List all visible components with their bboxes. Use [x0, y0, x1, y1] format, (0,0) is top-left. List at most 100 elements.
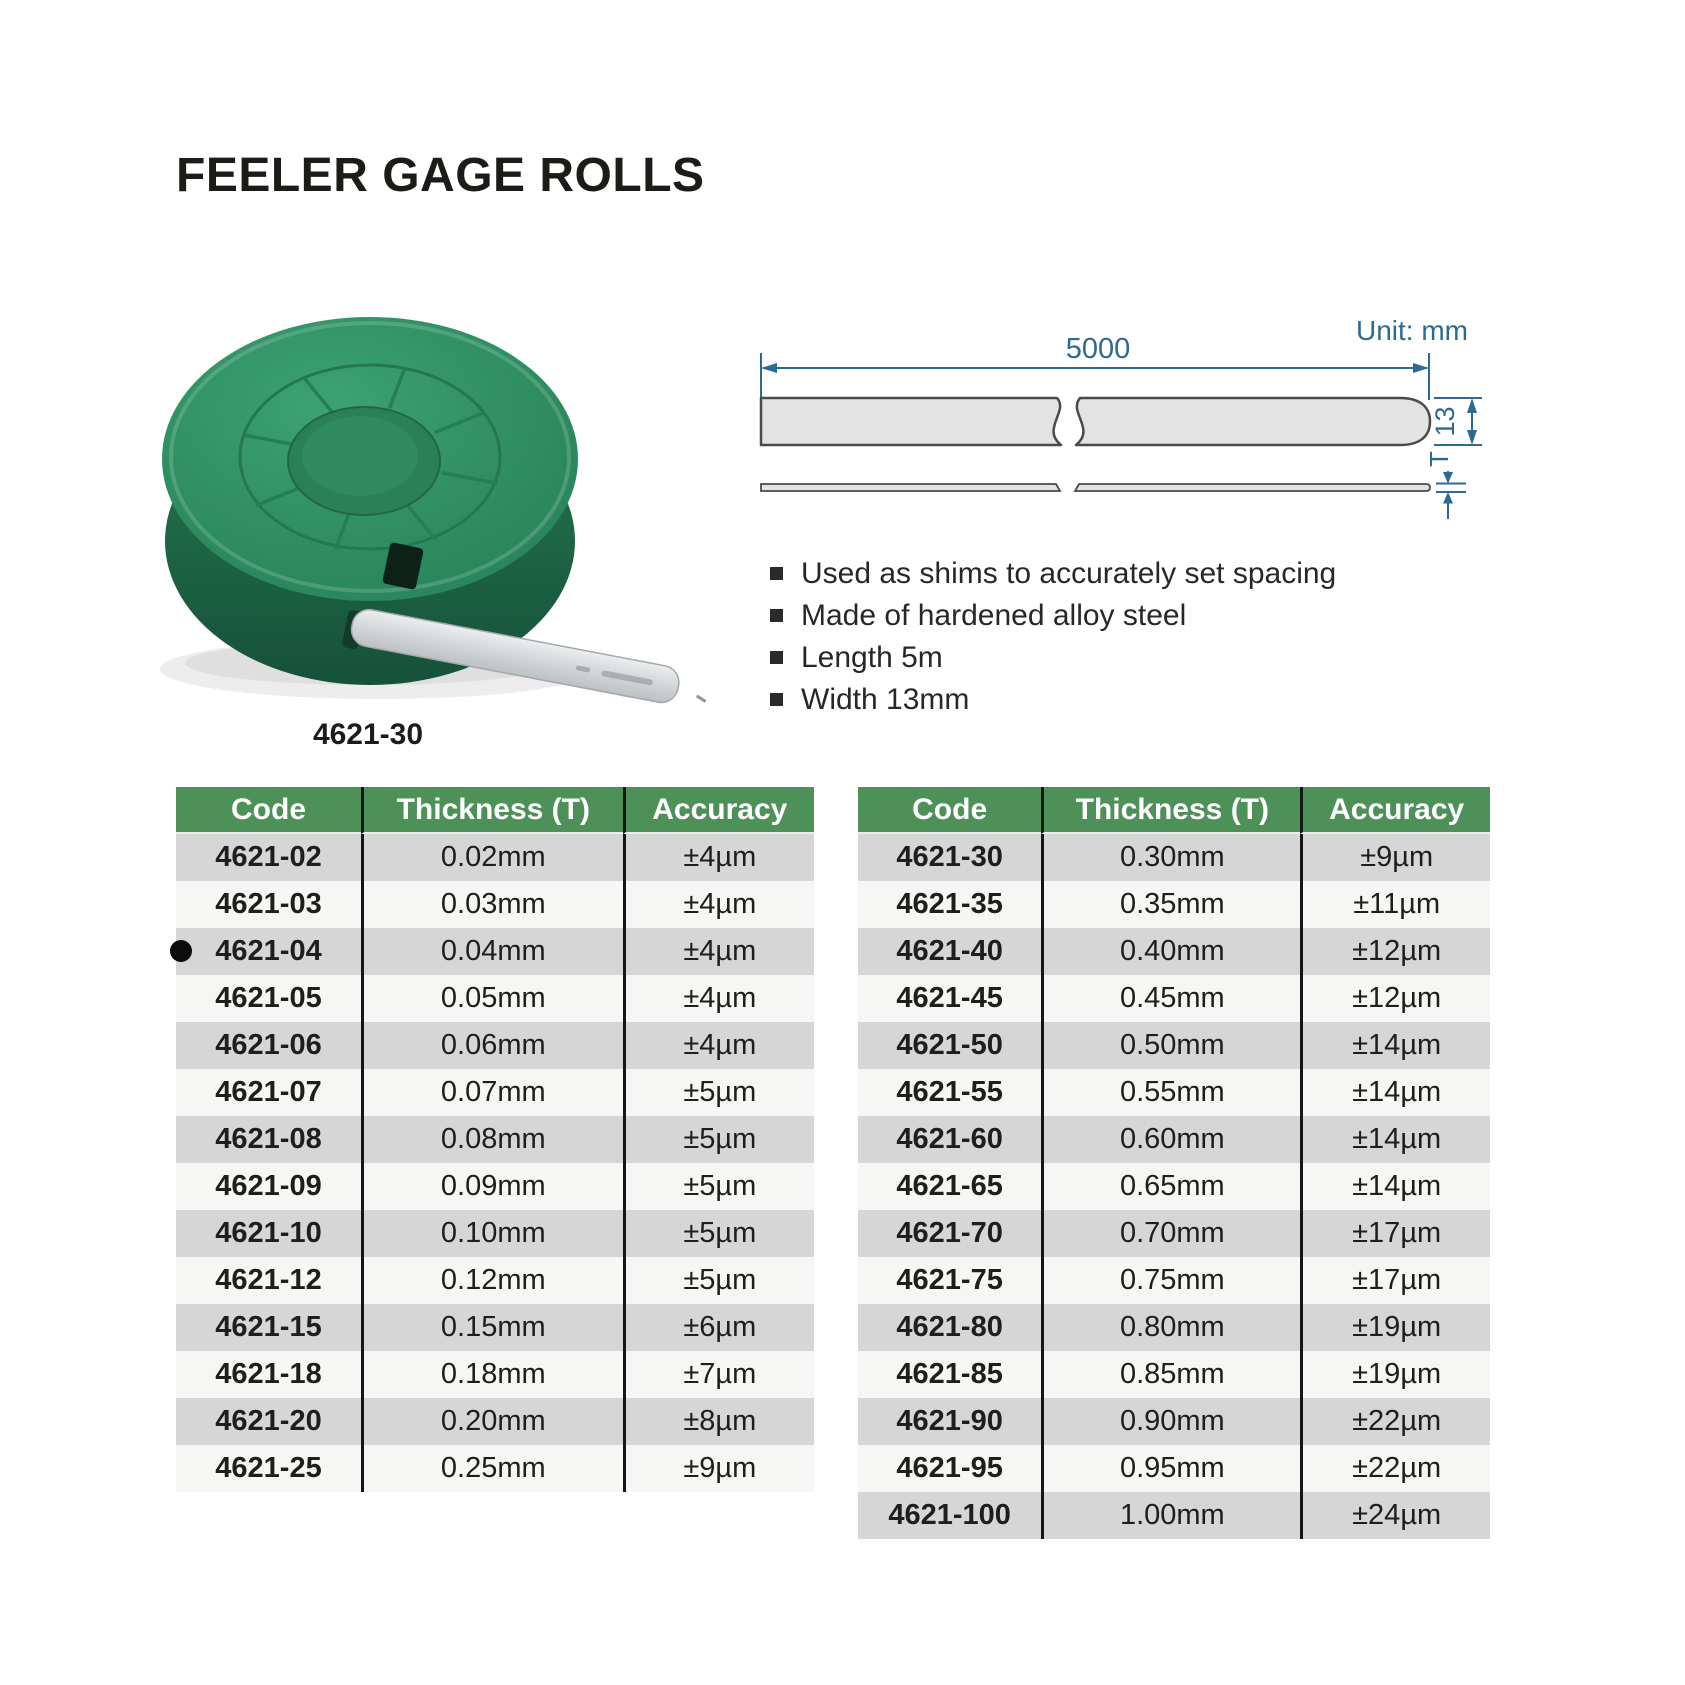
table-row: 4621-75 0.75mm ±17µm [858, 1257, 1490, 1304]
cell-code: 4621-02 [176, 834, 362, 881]
cell-accuracy: ±14µm [1300, 1069, 1490, 1116]
col-header-thickness: Thickness (T) [1041, 787, 1301, 834]
cell-accuracy: ±12µm [1300, 928, 1490, 975]
feature-item: Made of hardened alloy steel [770, 598, 1450, 634]
table-row: 4621-12 0.12mm ±5µm [176, 1257, 814, 1304]
cell-accuracy: ±12µm [1300, 975, 1490, 1022]
table-row: 4621-05 0.05mm ±4µm [176, 975, 814, 1022]
square-bullet-icon [770, 651, 783, 664]
cell-accuracy: ±4µm [622, 881, 814, 928]
table-row: 4621-90 0.90mm ±22µm [858, 1398, 1490, 1445]
feature-text: Made of hardened alloy steel [801, 599, 1187, 632]
cell-thickness: 0.02mm [361, 834, 623, 881]
cell-code: 4621-04 [170, 928, 362, 975]
table-header-row: Code Thickness (T) Accuracy [176, 787, 814, 834]
cell-accuracy: ±17µm [1300, 1210, 1490, 1257]
cell-accuracy: ±6µm [622, 1304, 814, 1351]
cell-code: 4621-45 [858, 975, 1042, 1022]
feeler-blade [350, 608, 680, 704]
cell-thickness: 0.50mm [1041, 1022, 1301, 1069]
feature-text: Length 5m [801, 641, 943, 674]
cell-accuracy: ±5µm [622, 1069, 814, 1116]
cell-accuracy: ±9µm [1300, 834, 1490, 881]
page-title: FEELER GAGE ROLLS [176, 149, 705, 202]
cell-code: 4621-08 [176, 1116, 362, 1163]
unit-label: Unit: mm [1356, 315, 1468, 346]
col-header-accuracy: Accuracy [622, 787, 814, 834]
cell-thickness: 0.70mm [1041, 1210, 1301, 1257]
cell-accuracy: ±9µm [622, 1445, 814, 1492]
cell-thickness: 0.08mm [361, 1116, 623, 1163]
product-caption: 4621-30 [312, 718, 424, 751]
width-value: 13 [1430, 406, 1460, 436]
table-row: 4621-15 0.15mm ±6µm [176, 1304, 814, 1351]
table-body: 4621-30 0.30mm ±9µm 4621-35 0.35mm ±11µm… [858, 834, 1490, 1539]
cell-accuracy: ±22µm [1300, 1398, 1490, 1445]
cell-code: 4621-70 [858, 1210, 1042, 1257]
cell-accuracy: ±14µm [1300, 1116, 1490, 1163]
table-row: 4621-80 0.80mm ±19µm [858, 1304, 1490, 1351]
table-row: 4621-85 0.85mm ±19µm [858, 1351, 1490, 1398]
cell-code: 4621-95 [858, 1445, 1042, 1492]
cell-thickness: 0.45mm [1041, 975, 1301, 1022]
cell-thickness: 0.80mm [1041, 1304, 1301, 1351]
spec-table-left: Code Thickness (T) Accuracy 4621-02 0.02… [170, 787, 814, 1492]
table-row: 4621-95 0.95mm ±22µm [858, 1445, 1490, 1492]
cell-code: 4621-10 [176, 1210, 362, 1257]
cell-code: 4621-80 [858, 1304, 1042, 1351]
table-row: 4621-35 0.35mm ±11µm [858, 881, 1490, 928]
feature-item: Width 13mm [770, 682, 1450, 718]
cell-thickness: 0.03mm [361, 881, 623, 928]
cell-thickness: 0.20mm [361, 1398, 623, 1445]
length-value: 5000 [1066, 333, 1131, 365]
product-photo [160, 317, 707, 704]
table-row: 4621-08 0.08mm ±5µm [176, 1116, 814, 1163]
disc-top-face [162, 317, 578, 601]
table-row: 4621-70 0.70mm ±17µm [858, 1210, 1490, 1257]
cell-thickness: 0.90mm [1041, 1398, 1301, 1445]
cell-thickness: 1.00mm [1041, 1492, 1301, 1539]
cell-thickness: 0.12mm [361, 1257, 623, 1304]
table-row: 4621-25 0.25mm ±9µm [176, 1445, 814, 1492]
scan-speck [696, 695, 707, 703]
strip-top-view [759, 396, 1432, 447]
table-row: 4621-03 0.03mm ±4µm [176, 881, 814, 928]
cell-accuracy: ±24µm [1300, 1492, 1490, 1539]
table-row: 4621-60 0.60mm ±14µm [858, 1116, 1490, 1163]
cell-accuracy: ±14µm [1300, 1163, 1490, 1210]
cell-code: 4621-12 [176, 1257, 362, 1304]
cell-accuracy: ±17µm [1300, 1257, 1490, 1304]
table-row: 4621-100 1.00mm ±24µm [858, 1492, 1490, 1539]
square-bullet-icon [770, 693, 783, 706]
strip-side-view [760, 483, 1431, 492]
cell-thickness: 0.15mm [361, 1304, 623, 1351]
table-row: 4621-06 0.06mm ±4µm [176, 1022, 814, 1069]
cell-thickness: 0.55mm [1041, 1069, 1301, 1116]
col-header-accuracy: Accuracy [1300, 787, 1490, 834]
cell-code: 4621-55 [858, 1069, 1042, 1116]
cell-accuracy: ±5µm [622, 1257, 814, 1304]
cell-code: 4621-25 [176, 1445, 362, 1492]
cell-code: 4621-15 [176, 1304, 362, 1351]
dimension-diagram: Unit: mm 5000 13 T [759, 315, 1482, 519]
table-row: 4621-20 0.20mm ±8µm [176, 1398, 814, 1445]
table-row: 4621-45 0.45mm ±12µm [858, 975, 1490, 1022]
cell-thickness: 0.25mm [361, 1445, 623, 1492]
square-bullet-icon [770, 567, 783, 580]
table-row: 4621-30 0.30mm ±9µm [858, 834, 1490, 881]
cell-thickness: 0.30mm [1041, 834, 1301, 881]
cell-thickness: 0.85mm [1041, 1351, 1301, 1398]
cell-accuracy: ±5µm [622, 1163, 814, 1210]
cell-accuracy: ±19µm [1300, 1351, 1490, 1398]
cell-code: 4621-05 [176, 975, 362, 1022]
cell-thickness: 0.05mm [361, 975, 623, 1022]
cell-accuracy: ±4µm [622, 1022, 814, 1069]
cell-code: 4621-09 [176, 1163, 362, 1210]
table-row: 4621-18 0.18mm ±7µm [176, 1351, 814, 1398]
cell-code: 4621-18 [176, 1351, 362, 1398]
disc-spokes [242, 368, 498, 550]
cell-thickness: 0.10mm [361, 1210, 623, 1257]
thickness-dimension [1436, 471, 1466, 519]
cell-accuracy: ±8µm [622, 1398, 814, 1445]
cell-code: 4621-50 [858, 1022, 1042, 1069]
